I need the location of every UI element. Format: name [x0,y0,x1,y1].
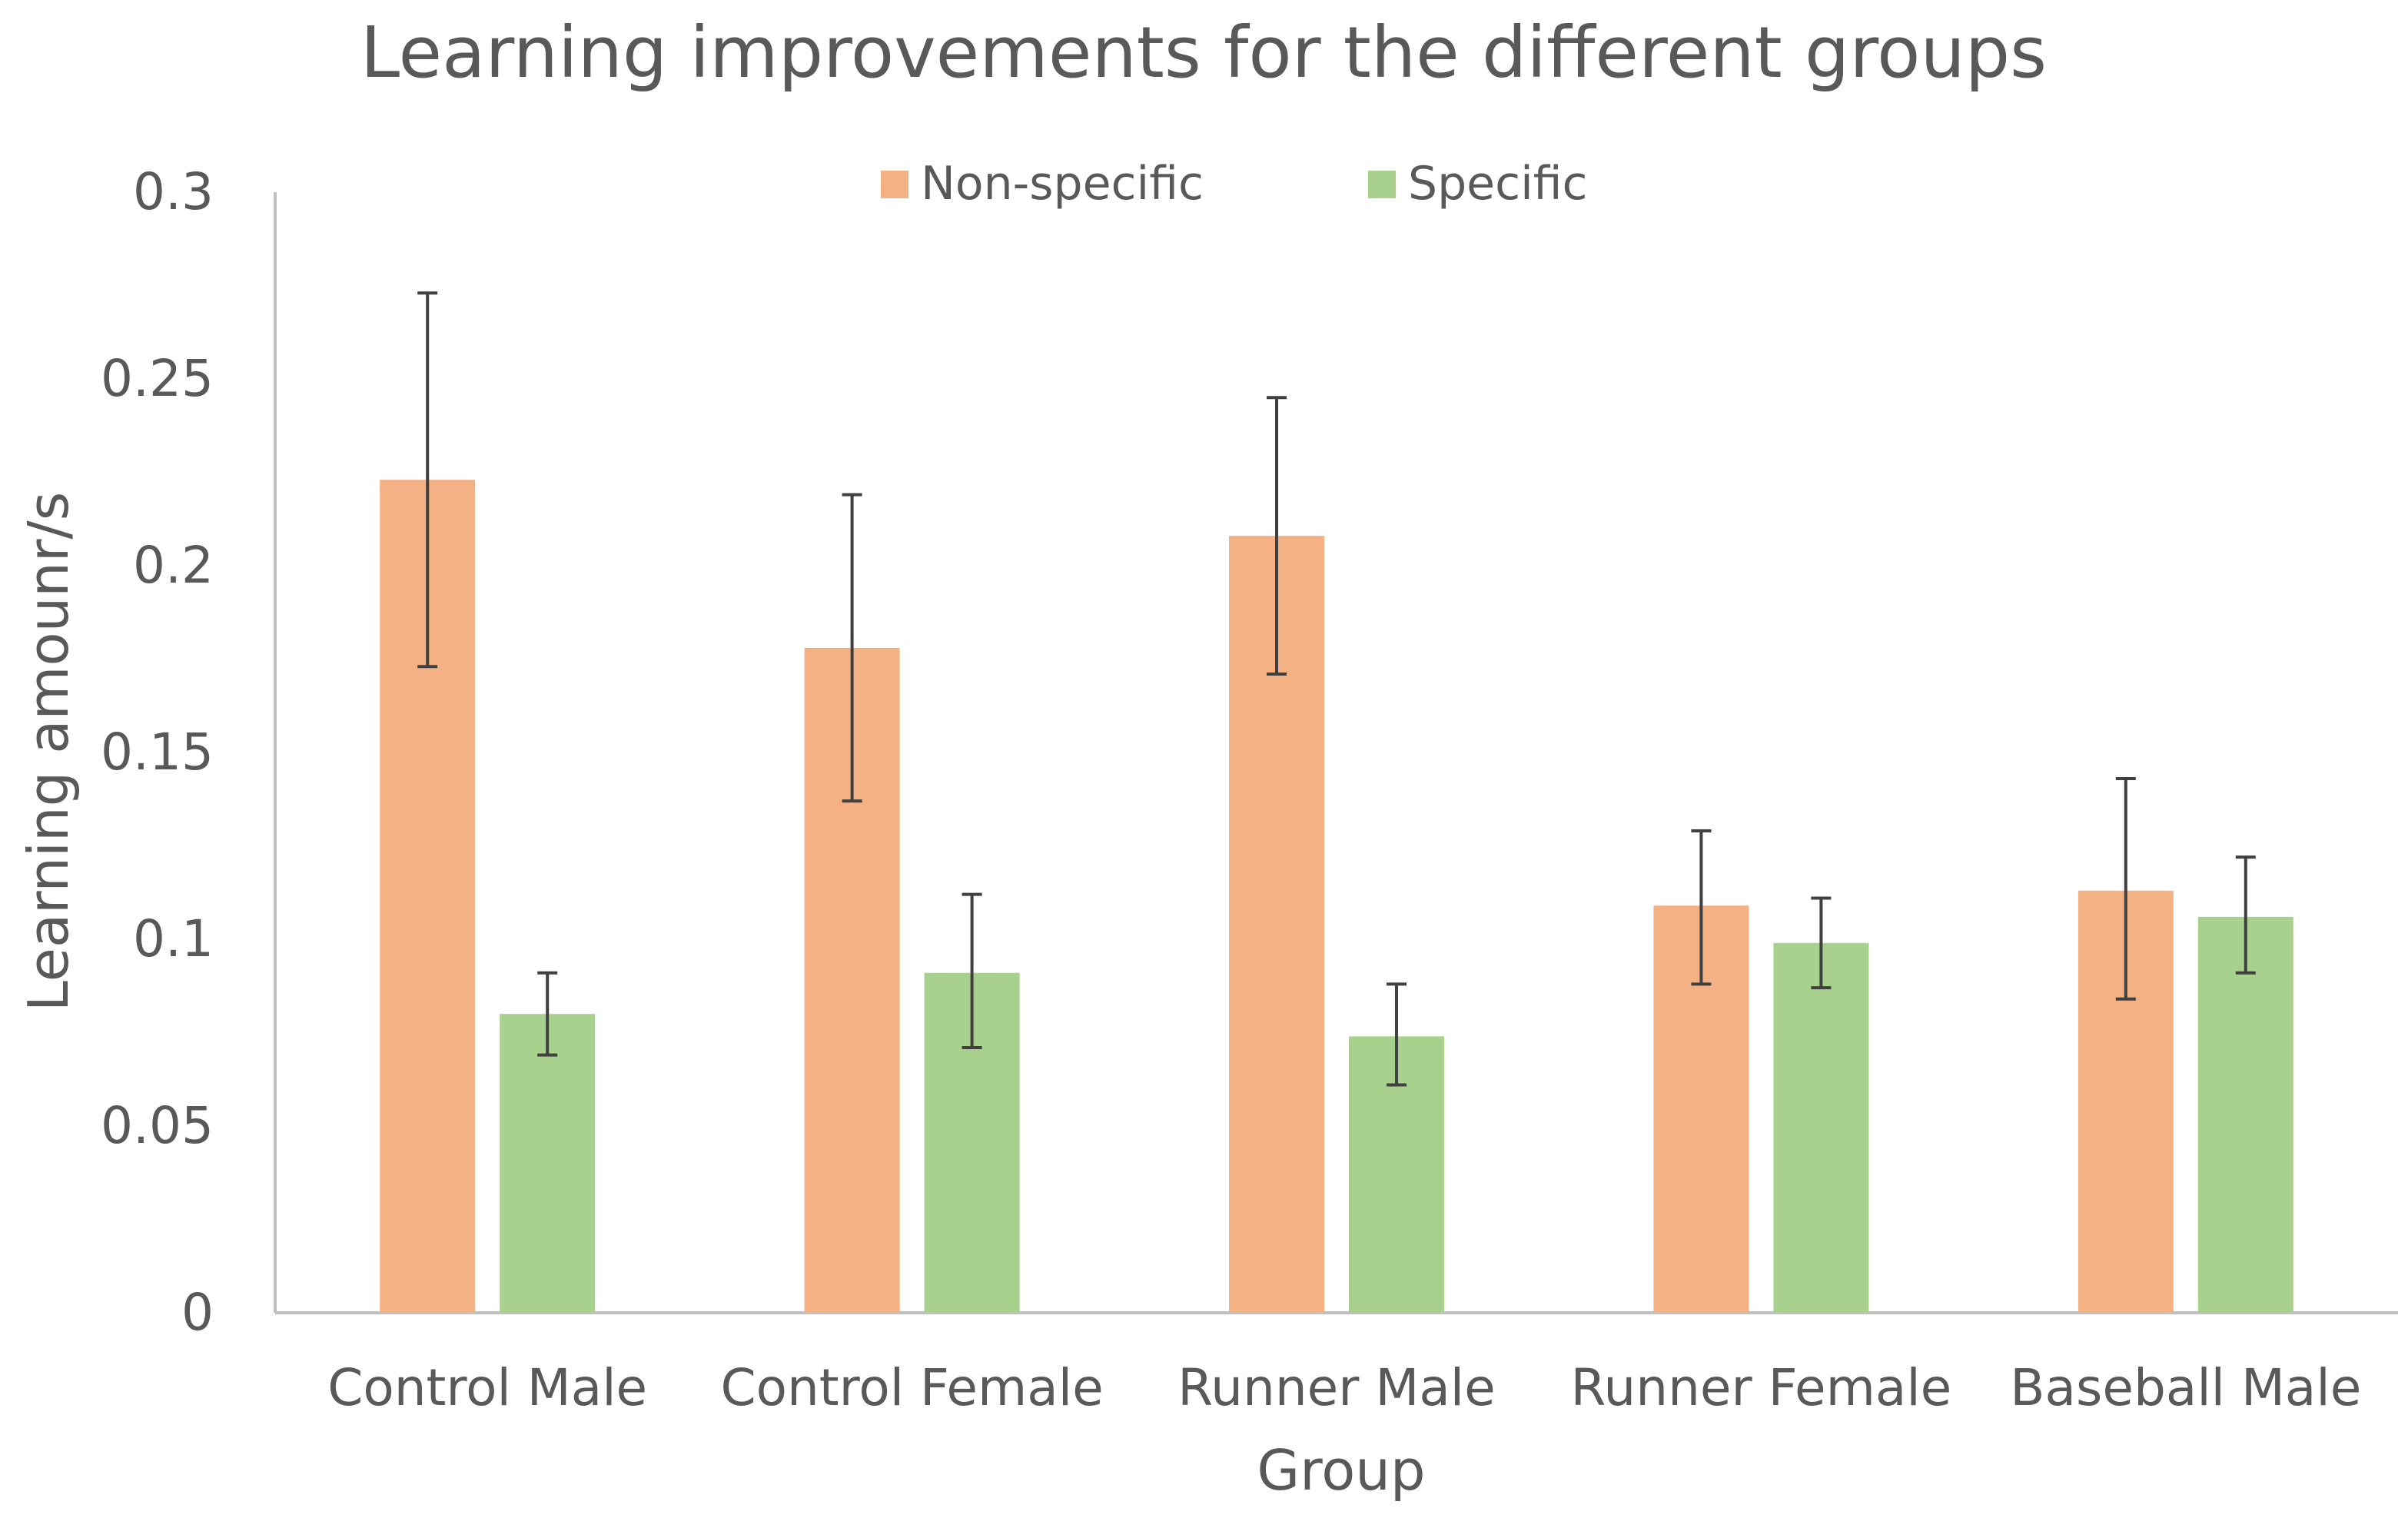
legend-label: Non-specific [921,157,1204,211]
chart-title: Learning improvements for the different … [360,12,2047,94]
bar [1773,942,1869,1313]
legend-label: Specific [1408,157,1588,211]
legend: Non-specific Specific [881,157,1588,211]
y-tick-label: 0.1 [133,909,214,968]
plot-area: 0 0.05 0.1 0.15 0.2 0.25 0.3 Control Male Contro… [101,162,2398,1417]
y-tick-label: 0 [181,1283,214,1342]
y-tick-label: 0.15 [101,722,214,782]
y-tick-label: 0.25 [101,349,214,408]
x-tick-label: Runner Male [1177,1358,1495,1417]
bar [500,1014,596,1313]
bar [2197,916,2293,1313]
legend-swatch [1368,171,1396,198]
x-tick-label: Control Male [327,1358,647,1417]
legend-swatch [881,171,908,198]
x-tick-label: Baseball Male [2010,1358,2361,1417]
y-axis-label: Learning amounr/s [16,492,81,1011]
x-axis-label: Group [1257,1438,1425,1503]
y-tick-label: 0.3 [133,162,214,221]
y-tick-label: 0.2 [133,536,214,595]
x-tick-label: Runner Female [1571,1358,1952,1417]
y-tick-label: 0.05 [101,1096,214,1155]
x-tick-label: Control Female [720,1358,1103,1417]
